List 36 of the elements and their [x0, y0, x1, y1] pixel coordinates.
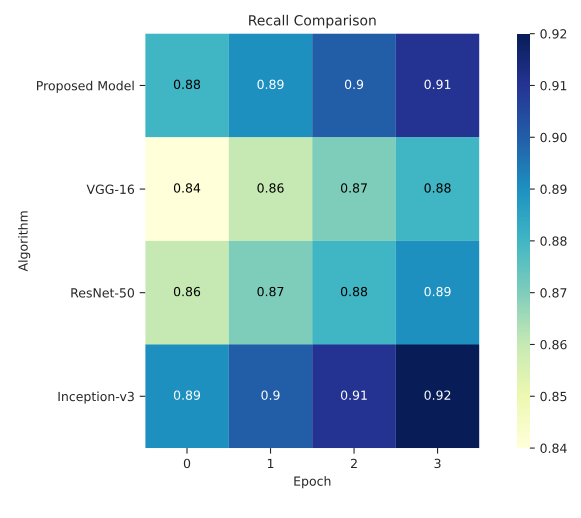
y-tick-label: VGG-16 [86, 184, 134, 194]
data-label: 0.88 [340, 286, 368, 296]
y-tick-label: Proposed Model [37, 80, 134, 93]
color-bar-label: 0.86 [540, 340, 567, 350]
color-bar-label: 0.85 [540, 392, 566, 402]
y-tick-label: Inception-v3 [58, 392, 134, 404]
data-label: 0.89 [174, 390, 200, 400]
chart-title: Recall Comparison [249, 14, 376, 28]
color-bar-label: 0.84 [540, 444, 567, 453]
color-bar-label: 0.87 [540, 288, 566, 298]
data-label: 0.92 [424, 390, 450, 400]
data-label: 0.91 [424, 80, 450, 90]
x-tick-label: 0 [184, 458, 190, 468]
data-label: 0.88 [424, 183, 451, 193]
x-axis-title: Epoch [294, 476, 330, 488]
color-bar-label: 0.92 [540, 29, 566, 39]
y-tick-label: ResNet-50 [71, 288, 134, 298]
data-label: 0.89 [257, 80, 284, 90]
color-bar-label: 0.88 [540, 236, 567, 246]
data-label: 0.9 [344, 80, 364, 90]
color-bar-label: 0.89 [540, 184, 567, 194]
data-label: 0.86 [174, 286, 200, 296]
data-label: 0.87 [257, 286, 284, 296]
data-label: 0.88 [174, 80, 200, 90]
data-label: 0.91 [340, 390, 367, 400]
x-tick-label: 3 [434, 458, 441, 468]
color-bar-label: 0.90 [540, 132, 567, 142]
data-label: 0.87 [340, 183, 367, 193]
y-axis-title: Algorithm [18, 211, 30, 272]
x-tick-label: 2 [350, 458, 357, 468]
data-label: 0.9 [261, 390, 280, 400]
data-label: 0.86 [257, 183, 284, 193]
color-bar-label: 0.91 [540, 80, 566, 90]
x-tick-label: 1 [268, 458, 274, 468]
data-label: 0.89 [424, 286, 451, 296]
data-label: 0.84 [174, 183, 200, 193]
